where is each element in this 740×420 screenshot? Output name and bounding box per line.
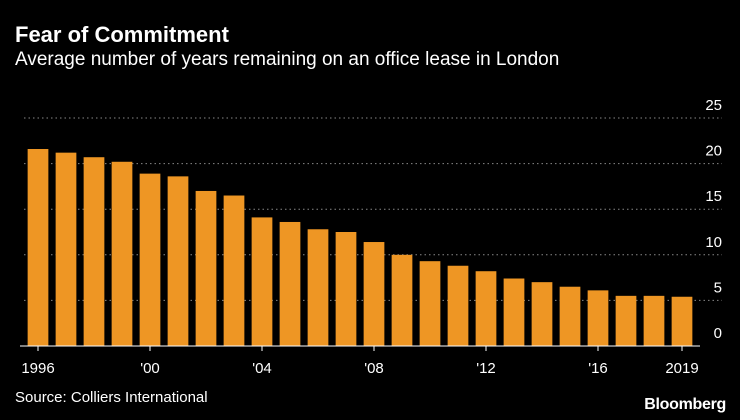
y-tick-label: 15	[705, 188, 722, 205]
bar-2008	[363, 242, 385, 346]
y-axis: 0 5 10 15 20 25	[705, 97, 722, 342]
bar-2001	[167, 176, 189, 346]
bar-2003	[223, 195, 245, 346]
bloomberg-logo: Bloomberg	[644, 396, 726, 413]
bar-2006	[307, 229, 329, 346]
bar-2004	[251, 217, 273, 346]
bar-2012	[475, 271, 497, 346]
y-tick-label: 0	[714, 325, 722, 342]
bar-2013	[503, 278, 525, 346]
y-tick-label: 20	[705, 143, 722, 160]
y-tick-label: 5	[714, 279, 722, 296]
x-tick-label: 1996	[21, 360, 54, 377]
bar-2014	[531, 282, 553, 346]
x-axis: 1996 '00 '04 '08 '12 '16 2019	[20, 345, 700, 377]
bar-1999	[111, 161, 133, 346]
chart-title: Fear of Commitment	[15, 22, 229, 47]
bars	[27, 149, 693, 346]
bar-2010	[419, 261, 441, 346]
bar-2018	[643, 295, 665, 346]
bar-2002	[195, 190, 217, 346]
bar-2011	[447, 265, 469, 346]
bar-2007	[335, 232, 357, 346]
x-tick-label: '08	[364, 360, 384, 377]
y-tick-label: 25	[705, 97, 722, 114]
chart-subtitle: Average number of years remaining on an …	[15, 49, 560, 70]
bar-2017	[615, 295, 637, 346]
bar-2019	[671, 296, 693, 346]
bar-2000	[139, 173, 161, 346]
x-tick-label: '00	[140, 360, 160, 377]
x-tick-label: '16	[588, 360, 608, 377]
bar-2016	[587, 290, 609, 346]
bar-1998	[83, 157, 105, 346]
x-tick-label: '04	[252, 360, 272, 377]
bar-1997	[55, 152, 77, 346]
x-tick-label: 2019	[665, 360, 698, 377]
bar-2005	[279, 221, 301, 346]
y-tick-label: 10	[705, 234, 722, 251]
x-tick-label: '12	[476, 360, 496, 377]
bar-2009	[391, 254, 413, 346]
bar-2015	[559, 286, 581, 346]
bar-1996	[27, 149, 49, 346]
source-note: Source: Colliers International	[15, 389, 208, 406]
